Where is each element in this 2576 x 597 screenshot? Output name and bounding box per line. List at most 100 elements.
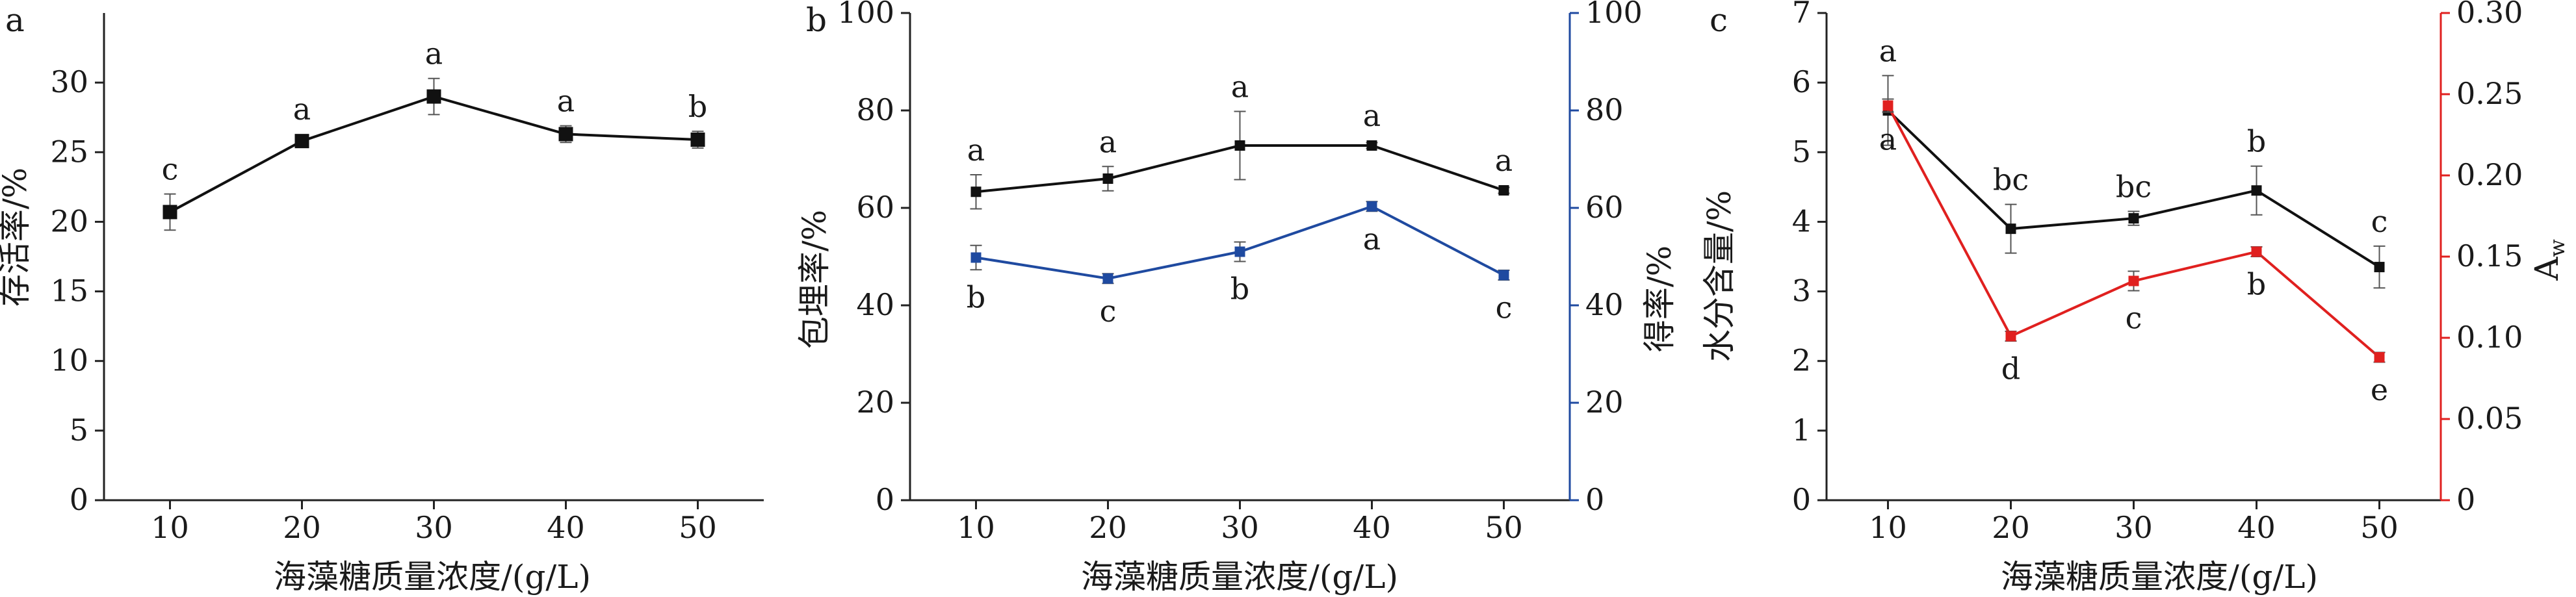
y-tick-label-a: 10 bbox=[50, 343, 88, 378]
aw-label-main: A bbox=[2528, 257, 2566, 281]
y-tick-label-c: 4 bbox=[1792, 203, 1811, 238]
y-right-tick-label-b: 80 bbox=[1585, 92, 1624, 127]
significance-letter: a bbox=[1879, 33, 1897, 68]
significance-letter: b bbox=[967, 279, 985, 314]
series-b-1: a a a a a bbox=[967, 70, 1513, 210]
significance-letter: c bbox=[162, 152, 179, 187]
y-right-tick-label-b: 100 bbox=[1585, 0, 1643, 30]
chart-panel-b: b 包埋率/% 得率/% 海藻糖质量浓度/(g/L) 10 20 30 40 50 0 20… bbox=[796, 0, 1678, 596]
significance-letter: a bbox=[967, 133, 985, 168]
x-axis-label-a: 海藻糖质量浓度/(g/L) bbox=[274, 558, 591, 596]
y-tick-label-c: 0 bbox=[1792, 482, 1811, 517]
x-tick-label-a: 20 bbox=[283, 510, 321, 545]
significance-letter: a bbox=[557, 84, 575, 119]
data-point bbox=[2128, 275, 2139, 286]
x-axis-label-b: 海藻糖质量浓度/(g/L) bbox=[1081, 558, 1398, 596]
plot-area-c: 10 20 30 40 50 0 1 2 3 4 5 6 7 0 0.05 0.10 0.15 0.20 0.25 0… bbox=[1792, 0, 2523, 545]
data-point bbox=[558, 127, 573, 142]
y-right-tick-label-c: 0.05 bbox=[2456, 401, 2523, 436]
significance-letter: a bbox=[1495, 143, 1513, 178]
y-axis-right-label-c: Aw bbox=[2528, 239, 2569, 281]
y-tick-label-b: 0 bbox=[876, 482, 894, 517]
y-axis-label-a: 存活率/% bbox=[0, 168, 34, 307]
y-tick-label-a: 25 bbox=[50, 134, 88, 169]
significance-letter: e bbox=[2371, 372, 2388, 407]
x-tick-label-c: 20 bbox=[1992, 510, 2030, 545]
y-tick-label-a: 5 bbox=[70, 413, 88, 448]
y-tick-label-a: 0 bbox=[70, 482, 88, 517]
x-tick-label-b: 40 bbox=[1353, 510, 1391, 545]
y-right-tick-label-b: 60 bbox=[1585, 190, 1624, 225]
significance-letter: a bbox=[1363, 98, 1381, 133]
x-tick-label-c: 50 bbox=[2360, 510, 2399, 545]
significance-letter: a bbox=[293, 92, 311, 127]
y-right-tick-label-c: 0.20 bbox=[2456, 157, 2523, 192]
y-tick-label-c: 5 bbox=[1792, 134, 1811, 169]
significance-letter: d bbox=[2001, 351, 2020, 387]
data-point bbox=[1882, 100, 1893, 111]
chart-panel-a: a 存活率/% 海藻糖质量浓度/(g/L) 10 20 30 40 50 0 5 10 15 20… bbox=[0, 1, 764, 596]
series-c-2: a d c b e bbox=[1879, 98, 2388, 407]
panel-letter-b: b bbox=[806, 1, 827, 39]
significance-letter: bc bbox=[2116, 169, 2152, 204]
significance-letter: c bbox=[2371, 204, 2388, 239]
y-axis-right-label-b: 得率/% bbox=[1641, 246, 1678, 352]
data-point bbox=[690, 133, 705, 147]
data-point bbox=[163, 205, 177, 220]
aw-label-sub: w bbox=[2545, 239, 2569, 257]
x-tick-label-a: 50 bbox=[679, 510, 717, 545]
x-axis-label-c: 海藻糖质量浓度/(g/L) bbox=[2001, 558, 2318, 596]
y-tick-label-c: 6 bbox=[1792, 64, 1811, 99]
y-right-tick-label-c: 0.25 bbox=[2456, 76, 2523, 111]
significance-letter: b bbox=[2247, 267, 2266, 302]
significance-letter: a bbox=[1099, 124, 1117, 159]
panel-letter-a: a bbox=[5, 1, 25, 39]
y-tick-label-b: 60 bbox=[856, 190, 894, 225]
data-point bbox=[2251, 246, 2262, 257]
x-tick-label-a: 10 bbox=[151, 510, 189, 545]
data-point bbox=[1102, 173, 1113, 184]
panel-letter-c: c bbox=[1710, 1, 1728, 39]
y-tick-label-b: 40 bbox=[856, 287, 894, 322]
series-a-1: c a a a b bbox=[162, 36, 707, 231]
significance-letter: a bbox=[1879, 122, 1897, 157]
significance-letter: b bbox=[688, 89, 707, 124]
y-tick-label-c: 1 bbox=[1792, 413, 1811, 448]
y-right-tick-label-c: 0.30 bbox=[2456, 0, 2523, 30]
plot-area-a: 10 20 30 40 50 0 5 10 15 20 25 30 c a a a b bbox=[50, 13, 764, 545]
x-tick-label-a: 30 bbox=[415, 510, 453, 545]
data-point bbox=[2374, 262, 2385, 273]
data-point bbox=[1102, 273, 1113, 284]
y-tick-label-b: 100 bbox=[837, 0, 894, 30]
x-tick-label-c: 40 bbox=[2237, 510, 2276, 545]
significance-letter: a bbox=[425, 36, 443, 71]
y-tick-label-b: 20 bbox=[856, 385, 894, 420]
data-point bbox=[2374, 352, 2385, 362]
data-point bbox=[2128, 213, 2139, 224]
data-point bbox=[426, 89, 441, 104]
y-tick-label-c: 7 bbox=[1792, 0, 1811, 30]
data-point bbox=[2005, 223, 2016, 235]
data-point bbox=[294, 134, 309, 149]
significance-letter: c bbox=[1496, 290, 1513, 325]
y-tick-label-a: 15 bbox=[50, 273, 88, 309]
y-right-tick-label-b: 0 bbox=[1585, 482, 1604, 517]
y-right-tick-label-c: 0.15 bbox=[2456, 238, 2523, 273]
significance-letter: b bbox=[2247, 124, 2266, 159]
y-tick-label-a: 20 bbox=[50, 203, 88, 238]
y-axis-label-c: 水分含量/% bbox=[1700, 190, 1738, 362]
y-right-tick-label-b: 40 bbox=[1585, 287, 1624, 322]
significance-letter: a bbox=[1231, 70, 1249, 105]
data-point bbox=[1366, 140, 1377, 151]
significance-letter: bc bbox=[1993, 162, 2029, 197]
x-tick-label-c: 30 bbox=[2114, 510, 2153, 545]
y-tick-label-c: 3 bbox=[1792, 273, 1811, 309]
x-tick-label-a: 40 bbox=[547, 510, 585, 545]
data-point bbox=[2005, 331, 2016, 342]
y-right-tick-label-c: 0.10 bbox=[2456, 320, 2523, 355]
data-point bbox=[1498, 185, 1509, 196]
significance-letter: c bbox=[1100, 294, 1117, 329]
